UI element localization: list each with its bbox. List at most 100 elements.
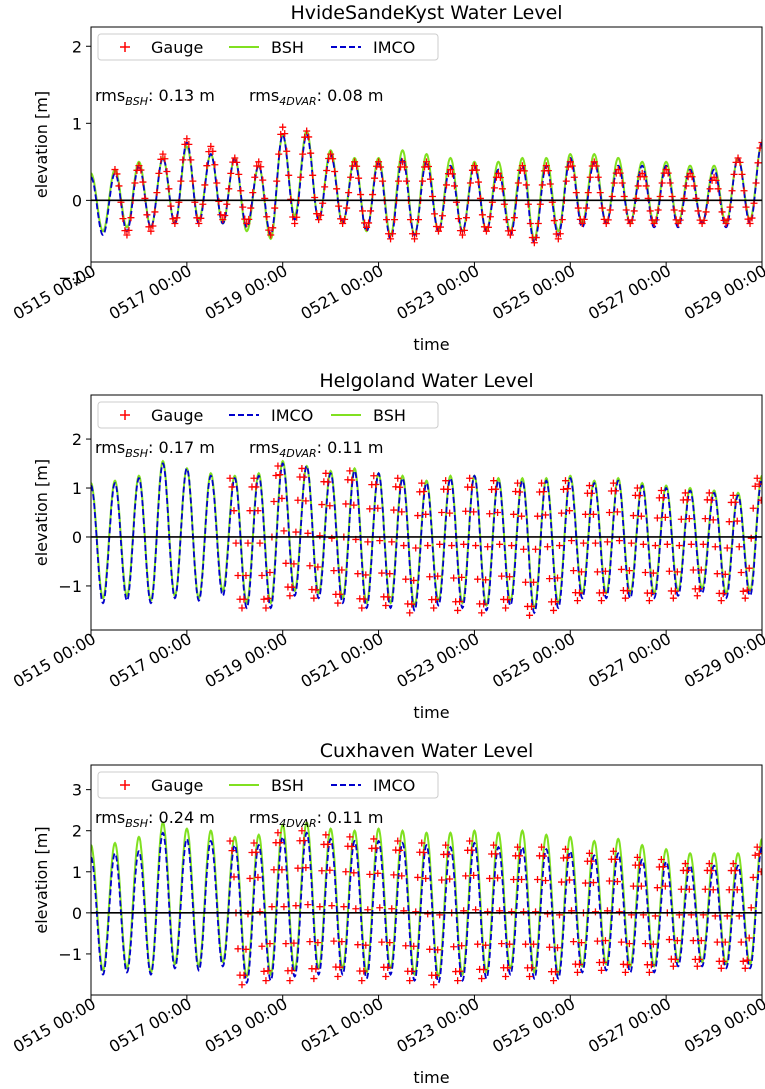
gauge-marker — [298, 464, 306, 472]
gauge-marker — [135, 162, 143, 170]
gauge-marker — [410, 942, 418, 950]
gauge-marker — [550, 217, 558, 225]
gauge-marker — [282, 940, 290, 948]
gauge-marker — [706, 185, 714, 193]
chart-panel-2: Helgoland Water Level −1 0 1 2 elevation [m] 0… — [10, 370, 765, 722]
gauge-marker — [231, 154, 239, 162]
gauge-marker — [213, 179, 221, 187]
gauge-marker — [420, 849, 428, 857]
gauge-marker — [747, 904, 755, 912]
gauge-marker — [387, 235, 395, 243]
rms-annotation: rmsBSH: 0.24 m — [95, 808, 215, 830]
gauge-marker — [490, 184, 498, 192]
gauge-marker — [628, 216, 636, 224]
gauge-marker — [522, 940, 530, 948]
gauge-marker — [271, 204, 279, 212]
gauge-marker — [591, 908, 599, 916]
gauge-marker — [351, 158, 359, 166]
rms-annotation: rmsBSH: 0.17 m — [95, 438, 215, 460]
gauge-marker — [484, 543, 492, 551]
gauge-marker — [219, 216, 227, 224]
gauge-marker — [468, 483, 476, 491]
gauge-marker — [238, 981, 246, 989]
gauge-marker — [542, 877, 550, 885]
chart-title: Cuxhaven Water Level — [320, 740, 534, 762]
gauge-marker — [237, 187, 245, 195]
gauge-marker — [414, 873, 422, 881]
gauge-marker — [228, 847, 236, 855]
gauge-marker — [438, 876, 446, 884]
x-tick-label: 0521 00:00 — [297, 994, 386, 1056]
gauge-marker — [422, 874, 430, 882]
gauge-marker — [462, 507, 470, 515]
gauge-marker — [568, 162, 576, 170]
gauge-marker — [438, 212, 446, 220]
gauge-marker — [388, 905, 396, 913]
gauge-marker — [187, 156, 195, 164]
legend-box — [97, 401, 439, 429]
gauge-marker — [384, 593, 392, 601]
y-tick-label: −1 — [58, 945, 82, 964]
gauge-marker — [262, 977, 270, 985]
gauge-marker — [683, 496, 691, 504]
gauge-marker — [454, 606, 462, 614]
gauge-marker — [242, 945, 250, 953]
gauge-marker — [267, 231, 275, 239]
gauge-marker — [670, 206, 678, 214]
y-tick-label: 1 — [72, 479, 82, 498]
gauge-marker — [312, 965, 320, 973]
gauge-marker — [199, 200, 207, 208]
gauge-marker — [400, 542, 408, 550]
gauge-marker — [328, 534, 336, 542]
gauge-marker — [327, 150, 335, 158]
gauge-marker — [254, 873, 262, 881]
gauge-marker — [705, 860, 713, 868]
gauge-marker — [324, 840, 332, 848]
gauge-marker — [278, 494, 286, 502]
gauge-marker — [383, 216, 391, 224]
gauge-marker — [546, 575, 554, 583]
gauge-marker — [502, 216, 510, 224]
gauge-marker — [225, 185, 233, 193]
gauge-marker — [586, 173, 594, 181]
series-imco-line — [91, 831, 762, 985]
gauge-marker — [542, 511, 550, 519]
gauge-marker — [227, 169, 235, 177]
gauge-marker — [167, 202, 175, 210]
y-tick-label: 3 — [72, 781, 82, 800]
x-tick-label: 0523 00:00 — [393, 994, 482, 1056]
gauge-marker — [374, 504, 382, 512]
gauge-marker — [561, 845, 569, 853]
gauge-marker — [255, 158, 263, 166]
x-tick-label: 0521 00:00 — [297, 261, 386, 323]
gauge-marker — [637, 512, 645, 520]
gauge-marker — [532, 545, 540, 553]
gauge-marker — [742, 203, 750, 211]
gauge-marker — [310, 594, 318, 602]
gauge-marker — [309, 171, 317, 179]
gauge-marker — [376, 904, 384, 912]
gauge-marker — [687, 540, 695, 548]
gauge-marker — [722, 219, 730, 227]
gauge-marker — [744, 215, 752, 223]
gauge-marker — [514, 179, 522, 187]
gauge-marker — [336, 590, 344, 598]
gauge-marker — [396, 846, 404, 854]
gauge-marker — [266, 568, 274, 576]
gauge-marker — [418, 839, 426, 847]
gauge-marker — [207, 142, 215, 150]
gauge-marker — [665, 936, 673, 944]
legend-label: IMCO — [271, 406, 313, 425]
gauge-marker — [366, 505, 374, 513]
gauge-marker — [625, 940, 633, 948]
gauge-marker — [723, 544, 731, 552]
gauge-marker — [448, 542, 456, 550]
x-tick-label: 0519 00:00 — [202, 994, 291, 1056]
rms-subscript: BSH — [125, 817, 148, 830]
gauge-marker — [725, 518, 733, 526]
x-tick-label: 0523 00:00 — [393, 629, 482, 691]
gauge-marker — [569, 567, 577, 575]
gauge-marker — [378, 569, 386, 577]
gauge-marker — [554, 574, 562, 582]
gauge-marker — [399, 158, 407, 166]
